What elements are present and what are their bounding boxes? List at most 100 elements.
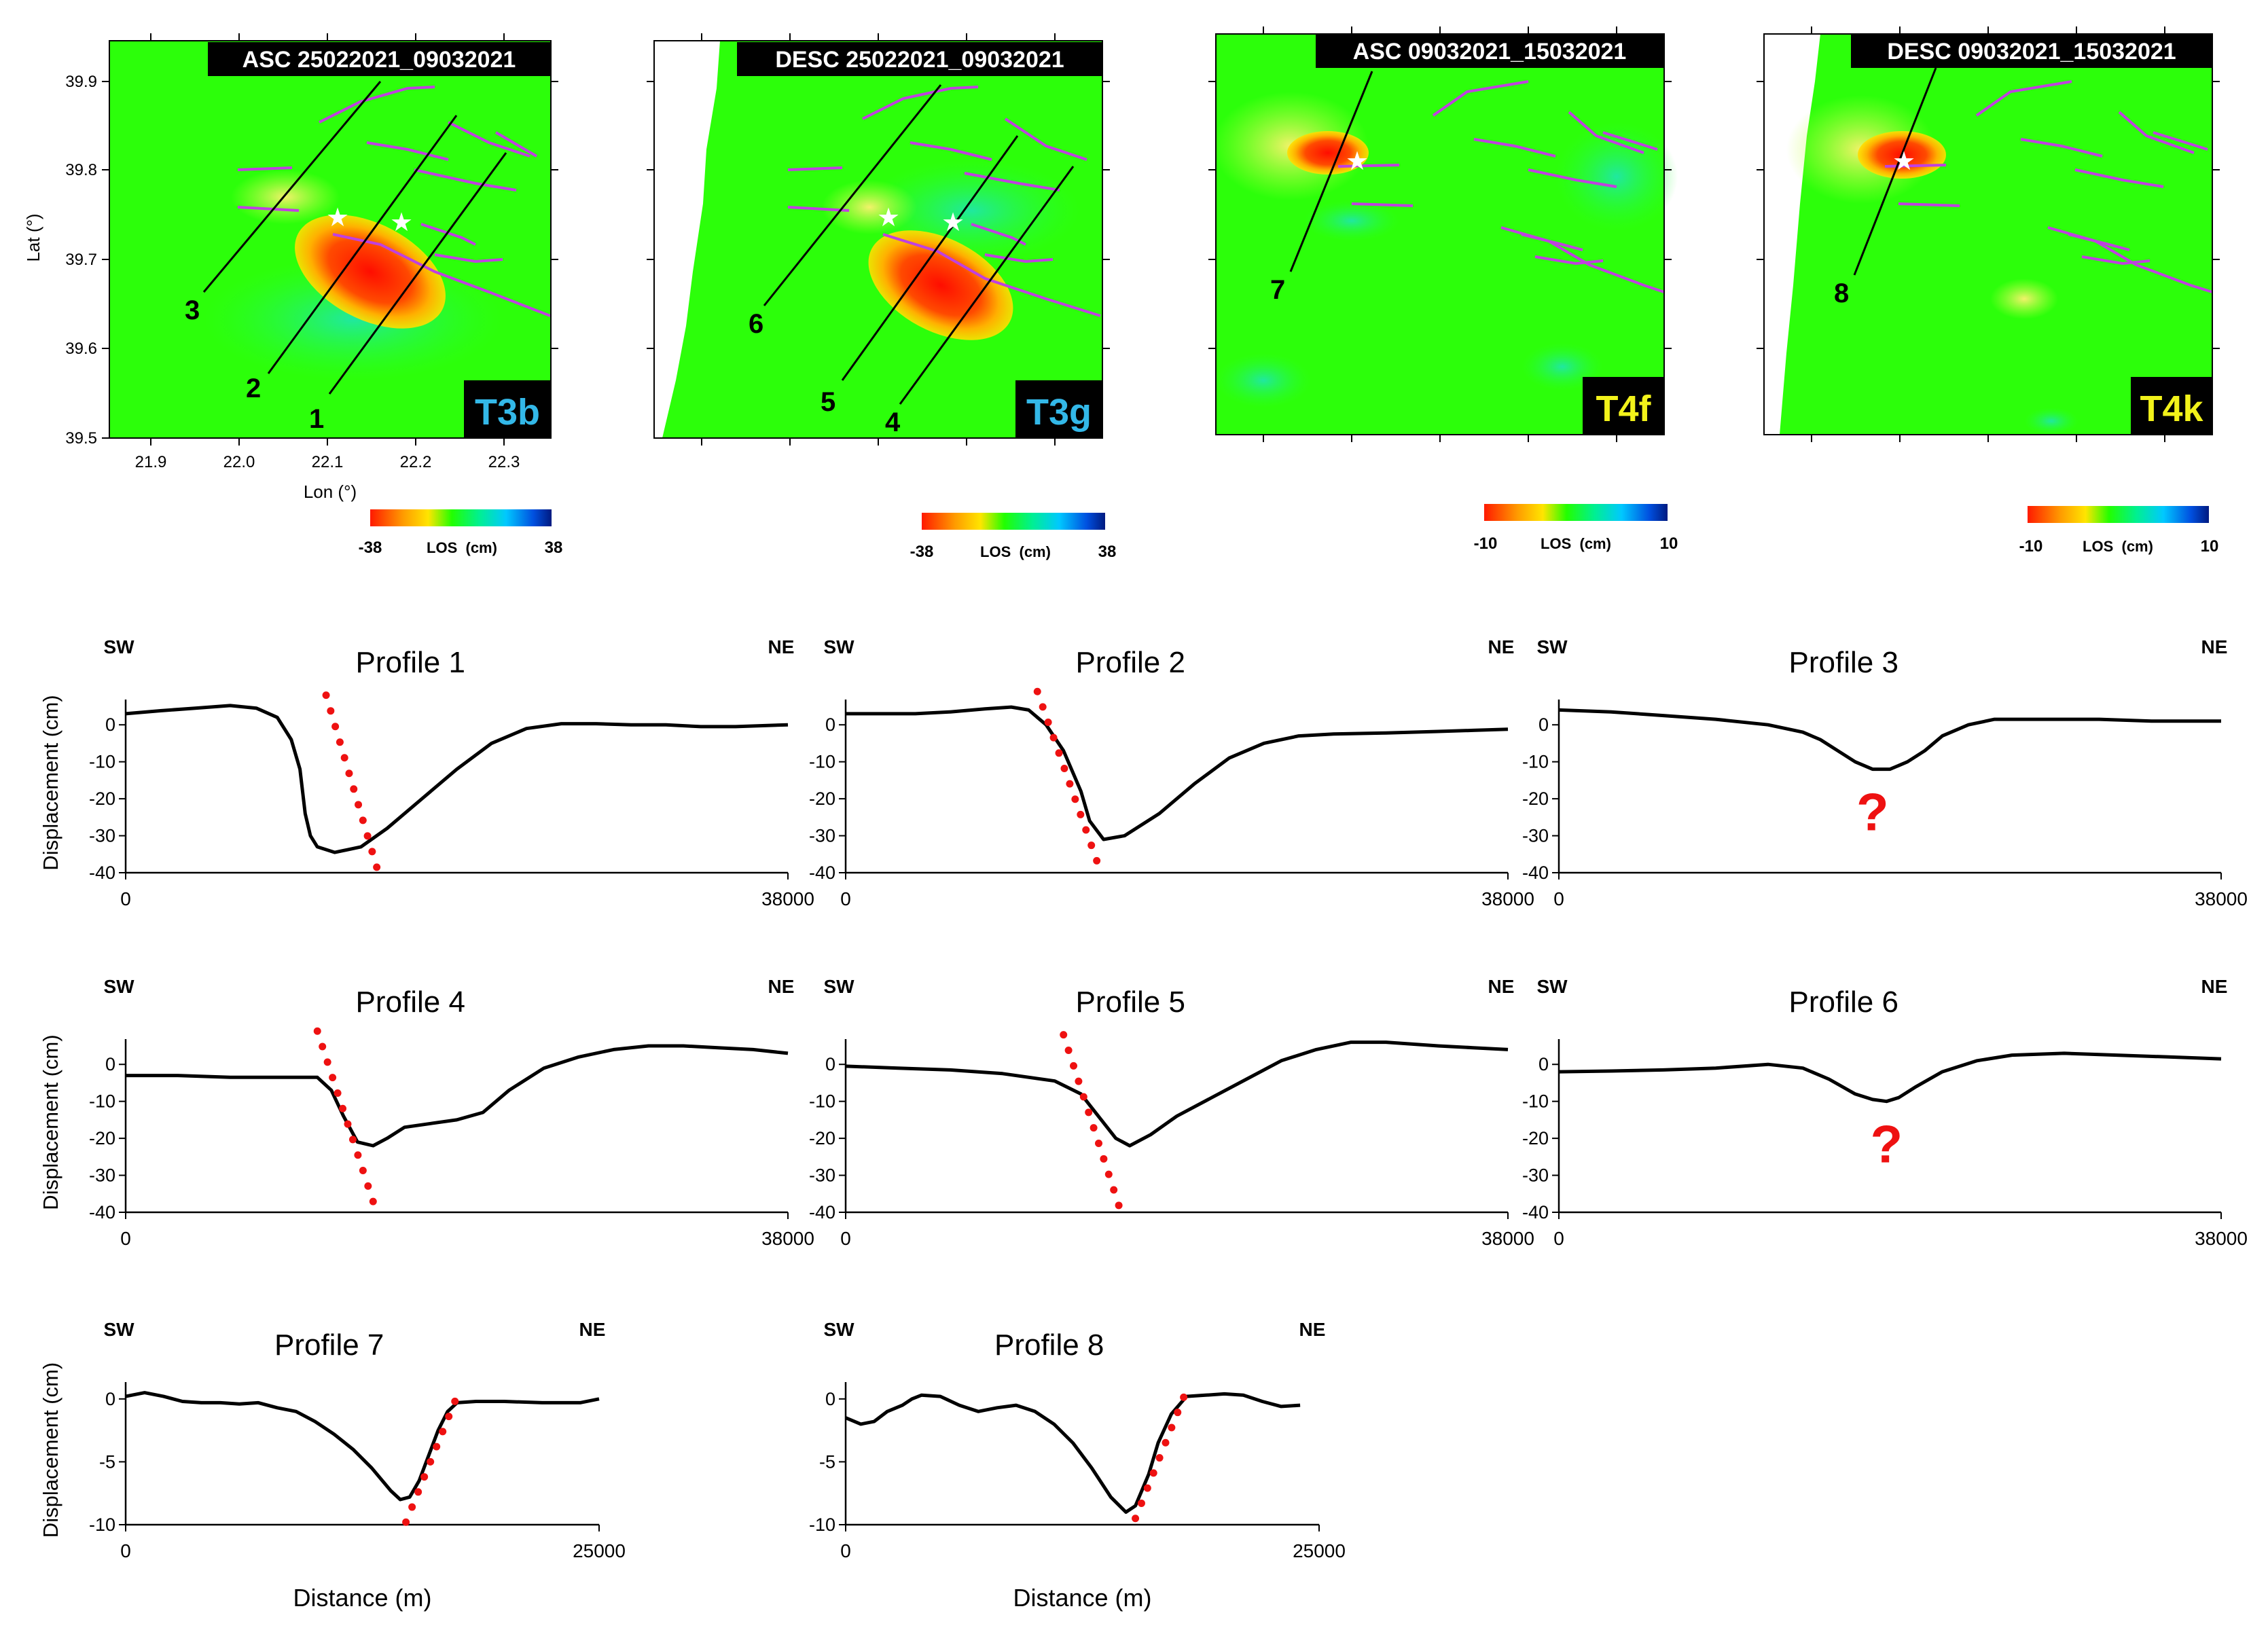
fault-line — [1534, 255, 1604, 266]
fault-line — [1602, 131, 1658, 151]
map-x-tick-label: 22.0 — [223, 453, 255, 471]
map-y-tick-label: 39.7 — [65, 251, 97, 269]
y-tick-label: -10 — [809, 1091, 835, 1112]
fault-trace-dotted-line — [402, 1388, 463, 1526]
profile-line-1 — [328, 152, 507, 395]
direction-label-sw: SW — [103, 636, 134, 657]
map-y-tick-label: 39.6 — [65, 340, 97, 358]
profile-line-4 — [899, 166, 1075, 405]
y-tick-label: -30 — [89, 1165, 115, 1186]
fault-lines — [1337, 80, 1665, 293]
data-series-line — [126, 1044, 789, 1148]
profile-label-6: 6 — [749, 309, 763, 339]
fault-line — [414, 168, 517, 192]
fault-line — [420, 223, 476, 246]
y-tick-label: -40 — [89, 1202, 115, 1222]
data-series-line — [846, 705, 1509, 841]
fault-line — [2118, 111, 2195, 154]
map-x-tick-label: 22.2 — [400, 453, 432, 471]
direction-label-ne: NE — [768, 976, 795, 997]
y-tick-label: -20 — [1522, 1128, 1549, 1148]
colorbar-label: LOS (cm) — [980, 543, 1051, 560]
colorbar-min: -10 — [2019, 537, 2043, 556]
y-tick-label: -10 — [809, 1515, 835, 1535]
fault-line — [1528, 168, 1617, 188]
map-tag: T4f — [1596, 388, 1652, 429]
map-panel-desc-1: 6 5 4 ★ ★ DESC 25022021_09032021 T3g -38… — [647, 33, 1116, 561]
colorbar-min: -38 — [910, 543, 934, 561]
profile-line-5 — [841, 135, 1019, 381]
y-tick-label: 0 — [825, 1054, 835, 1074]
deformation-blue-lobe — [2024, 407, 2078, 435]
y-tick-label: -20 — [809, 788, 835, 809]
fault-line — [862, 86, 979, 120]
direction-label-sw: SW — [1536, 976, 1568, 997]
x-tick-label: 0 — [120, 888, 131, 909]
fault-line — [787, 206, 850, 212]
map-axis-ticks — [1208, 26, 1672, 442]
chart-title: Profile 7 — [274, 1328, 384, 1362]
x-tick-label: 0 — [120, 1228, 131, 1249]
data-series-line — [125, 1391, 600, 1502]
y-tick-label: 0 — [105, 714, 115, 735]
deformation-yellow-halo — [1990, 278, 2058, 319]
fault-trace-dotted-line — [1060, 1031, 1125, 1216]
map-title: DESC 09032021_15032021 — [1887, 39, 2176, 65]
y-tick-label: -20 — [1522, 788, 1549, 809]
fault-trace-dotted-line — [1033, 687, 1102, 869]
y-tick-label: -10 — [809, 752, 835, 772]
chart-title: Profile 3 — [1789, 646, 1898, 679]
direction-label-ne: NE — [1488, 636, 1515, 657]
x-tick-label: 0 — [840, 888, 851, 909]
profile-label-7: 7 — [1270, 275, 1285, 305]
y-tick-label: -10 — [1522, 752, 1549, 772]
fault-line — [2020, 138, 2103, 158]
deformation-red-lobe — [295, 215, 446, 329]
y-axis-label: Displacement (cm) — [39, 1034, 62, 1210]
chart-title: Profile 4 — [356, 985, 465, 1019]
y-tick-label: -10 — [1522, 1091, 1549, 1112]
colorbar-max: 10 — [1660, 534, 1678, 553]
x-axis-label: Distance (m) — [293, 1584, 431, 1612]
map-x-tick-label: 21.9 — [135, 453, 167, 471]
profile-label-5: 5 — [821, 387, 835, 417]
profile-lines — [202, 81, 507, 395]
y-tick-label: -5 — [99, 1451, 115, 1472]
fault-line — [1432, 80, 1529, 117]
epicenter-star-icon: ★ — [1346, 147, 1369, 176]
y-axis-label: Displacement (cm) — [39, 1362, 62, 1538]
fault-line — [882, 233, 1101, 317]
y-tick-label: -10 — [89, 1515, 115, 1535]
map-panel-desc-2: 8 ★ DESC 09032021_15032021 T4k -10 LOS (… — [1757, 26, 2220, 556]
map-tag-box — [1583, 377, 1664, 435]
colorbar-label: LOS (cm) — [2083, 538, 2153, 555]
map-tag: T3b — [475, 392, 540, 433]
x-tick-label: 0 — [1553, 888, 1564, 909]
y-tick-label: -20 — [89, 788, 115, 809]
colorbar — [370, 509, 552, 526]
x-tick-label: 38000 — [1481, 888, 1534, 909]
profile-lines — [1853, 67, 1937, 276]
map-tag-box — [1015, 380, 1102, 438]
x-tick-label: 38000 — [2195, 888, 2248, 909]
profile-label-4: 4 — [885, 407, 901, 437]
x-axis-label: Distance (m) — [1013, 1584, 1151, 1612]
map-title-box — [208, 42, 551, 76]
direction-label-sw: SW — [823, 1319, 854, 1340]
epicenter-star-icon: ★ — [877, 204, 900, 232]
colorbar-label: LOS (cm) — [427, 539, 497, 556]
fault-line — [2068, 233, 2130, 251]
question-mark: ? — [1856, 782, 1889, 842]
deformation-blue-lobe — [1555, 122, 1678, 231]
direction-label-sw: SW — [103, 1319, 134, 1340]
deformation-yellow-halo — [822, 180, 917, 234]
map-y-tick-label: 39.5 — [65, 429, 97, 448]
question-mark: ? — [1871, 1114, 1903, 1174]
y-tick-label: -10 — [89, 1091, 115, 1112]
chart-title: Profile 6 — [1789, 985, 1898, 1019]
